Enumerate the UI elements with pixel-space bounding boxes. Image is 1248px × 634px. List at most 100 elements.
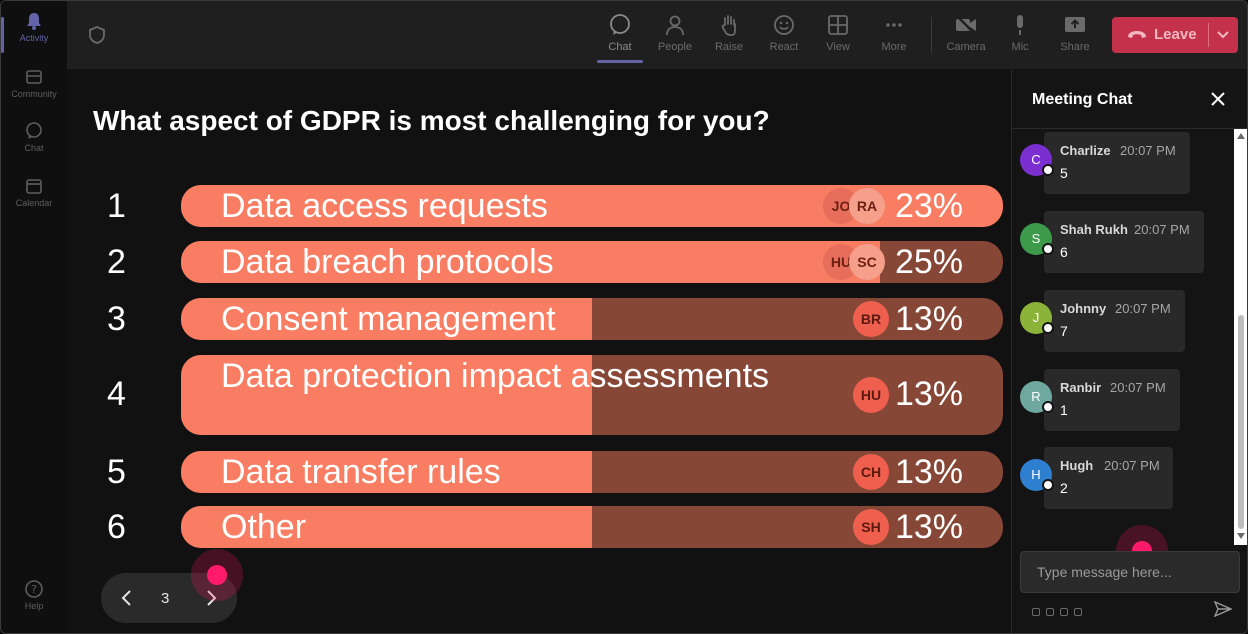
sender-name: Hugh [1060, 458, 1094, 473]
toolbar-view-button[interactable]: View [813, 11, 863, 61]
option-text: Data breach protocols [221, 243, 554, 281]
option-percent: 23% [894, 187, 963, 225]
rail-item-help[interactable]: ? Help [1, 579, 67, 625]
toolbar-label: View [826, 41, 850, 53]
status-dot [1042, 401, 1054, 413]
option-fill [181, 355, 592, 435]
toolbar-divider [931, 17, 932, 53]
toolbar-more-button[interactable]: More [869, 11, 919, 61]
chat-icon [610, 14, 630, 35]
toolbar-label: Raise [714, 41, 744, 53]
leave-button[interactable]: Leave [1112, 17, 1238, 53]
message-bubble: Hugh 20:07 PM 2 [1044, 447, 1173, 509]
message-compose-box[interactable] [1020, 551, 1240, 593]
poll-option: 5 Data transfer rules CH 13% [67, 451, 1011, 493]
option-percent: 13% [894, 453, 963, 491]
rail-item-activity[interactable]: Activity [1, 11, 67, 57]
meeting-chat-panel: Meeting Chat Charlize 20:07 PM 5 C Shah … [1011, 69, 1247, 633]
message-input[interactable] [1021, 552, 1239, 592]
scroll-up-icon[interactable] [1237, 133, 1245, 139]
voter-avatar: RA [849, 188, 885, 224]
chevron-right-icon[interactable] [201, 588, 221, 608]
compose-toolbar [1032, 603, 1112, 616]
option-percent: 13% [894, 508, 963, 546]
help-icon: ? [25, 580, 43, 598]
mic-icon [1017, 15, 1023, 35]
toolbar-raise-button[interactable]: Raise [704, 11, 754, 61]
status-dot [1042, 243, 1054, 255]
rail-item-chat[interactable]: Chat [1, 121, 67, 167]
option-bar: Data transfer rules CH 13% [181, 451, 1003, 493]
chat-header: Meeting Chat [1012, 69, 1247, 129]
option-bar: Consent management BR 13% [181, 298, 1003, 340]
sender-avatar: J [1020, 302, 1052, 334]
status-dot [1042, 164, 1054, 176]
pointer-cursor [191, 549, 243, 601]
share-icon [1065, 17, 1085, 32]
smiley-icon [774, 15, 794, 35]
scroll-down-icon[interactable] [1237, 533, 1245, 539]
format-icon[interactable] [1032, 608, 1040, 616]
option-fill [181, 241, 880, 283]
message-body: 5 [1060, 165, 1068, 181]
close-icon[interactable] [1210, 91, 1226, 107]
more-icon [886, 23, 902, 27]
rail-label: Chat [24, 143, 44, 153]
camera-off-icon [956, 15, 976, 35]
message-time: 20:07 PM [1110, 380, 1166, 395]
message-bubble: Ranbir 20:07 PM 1 [1044, 369, 1180, 431]
option-number: 4 [107, 375, 126, 413]
message-body: 6 [1060, 244, 1068, 260]
message-bubble: Charlize 20:07 PM 5 [1044, 132, 1190, 194]
toolbar-label: Share [1060, 41, 1090, 53]
scrollbar-thumb[interactable] [1238, 315, 1244, 529]
leave-label: Leave [1154, 26, 1197, 43]
svg-text:?: ? [31, 583, 37, 596]
toolbar-chat-button[interactable]: Chat [595, 11, 645, 63]
option-number: 1 [107, 187, 126, 225]
poll-option: 6 Other SH 13% [67, 506, 1011, 548]
toolbar-label: More [881, 41, 907, 53]
chevron-down-icon[interactable] [1216, 29, 1230, 41]
toolbar-share-button[interactable]: Share [1050, 11, 1100, 61]
gif-icon[interactable] [1074, 608, 1082, 616]
option-text: Data access requests [221, 187, 548, 225]
poll-option: 2 Data breach protocols HU SC 25% [67, 241, 1011, 283]
voter-avatar: BR [853, 301, 889, 337]
emoji-icon[interactable] [1060, 608, 1068, 616]
option-text: Data protection impact assessments [221, 357, 770, 395]
rail-item-community[interactable]: Community [1, 67, 67, 113]
toolbar-label: Chat [608, 41, 632, 53]
raise-hand-icon [721, 15, 736, 36]
message-bubble: Shah Rukh 20:07 PM 6 [1044, 211, 1204, 273]
status-dot [1042, 479, 1054, 491]
rail-label: Help [24, 601, 44, 611]
bell-icon [27, 13, 41, 30]
toolbar-people-button[interactable]: People [650, 11, 700, 61]
option-number: 3 [107, 300, 126, 338]
poll-option: 3 Consent management BR 13% [67, 298, 1011, 340]
option-number: 6 [107, 508, 126, 546]
chat-icon [26, 122, 42, 139]
message-time: 20:07 PM [1134, 222, 1190, 237]
toolbar-label: People [657, 41, 693, 53]
status-dot [1042, 322, 1054, 334]
send-icon[interactable] [1214, 601, 1232, 617]
people-icon [666, 15, 684, 36]
chevron-left-icon[interactable] [117, 588, 137, 608]
hang-up-icon [1128, 31, 1146, 38]
option-fill [181, 506, 592, 548]
community-icon [26, 70, 42, 84]
attach-icon[interactable] [1046, 608, 1054, 616]
rail-item-calendar[interactable]: Calendar [1, 176, 67, 222]
toolbar-react-button[interactable]: React [759, 11, 809, 61]
shield-icon [89, 26, 105, 44]
toolbar-mic-button[interactable]: Mic [995, 11, 1045, 61]
option-fill [181, 298, 592, 340]
grid-icon [828, 15, 848, 35]
poll-question: What aspect of GDPR is most challenging … [93, 105, 770, 136]
message-time: 20:07 PM [1120, 143, 1176, 158]
message-body: 2 [1060, 480, 1068, 496]
option-percent: 25% [894, 243, 963, 281]
toolbar-camera-button[interactable]: Camera [941, 11, 991, 61]
